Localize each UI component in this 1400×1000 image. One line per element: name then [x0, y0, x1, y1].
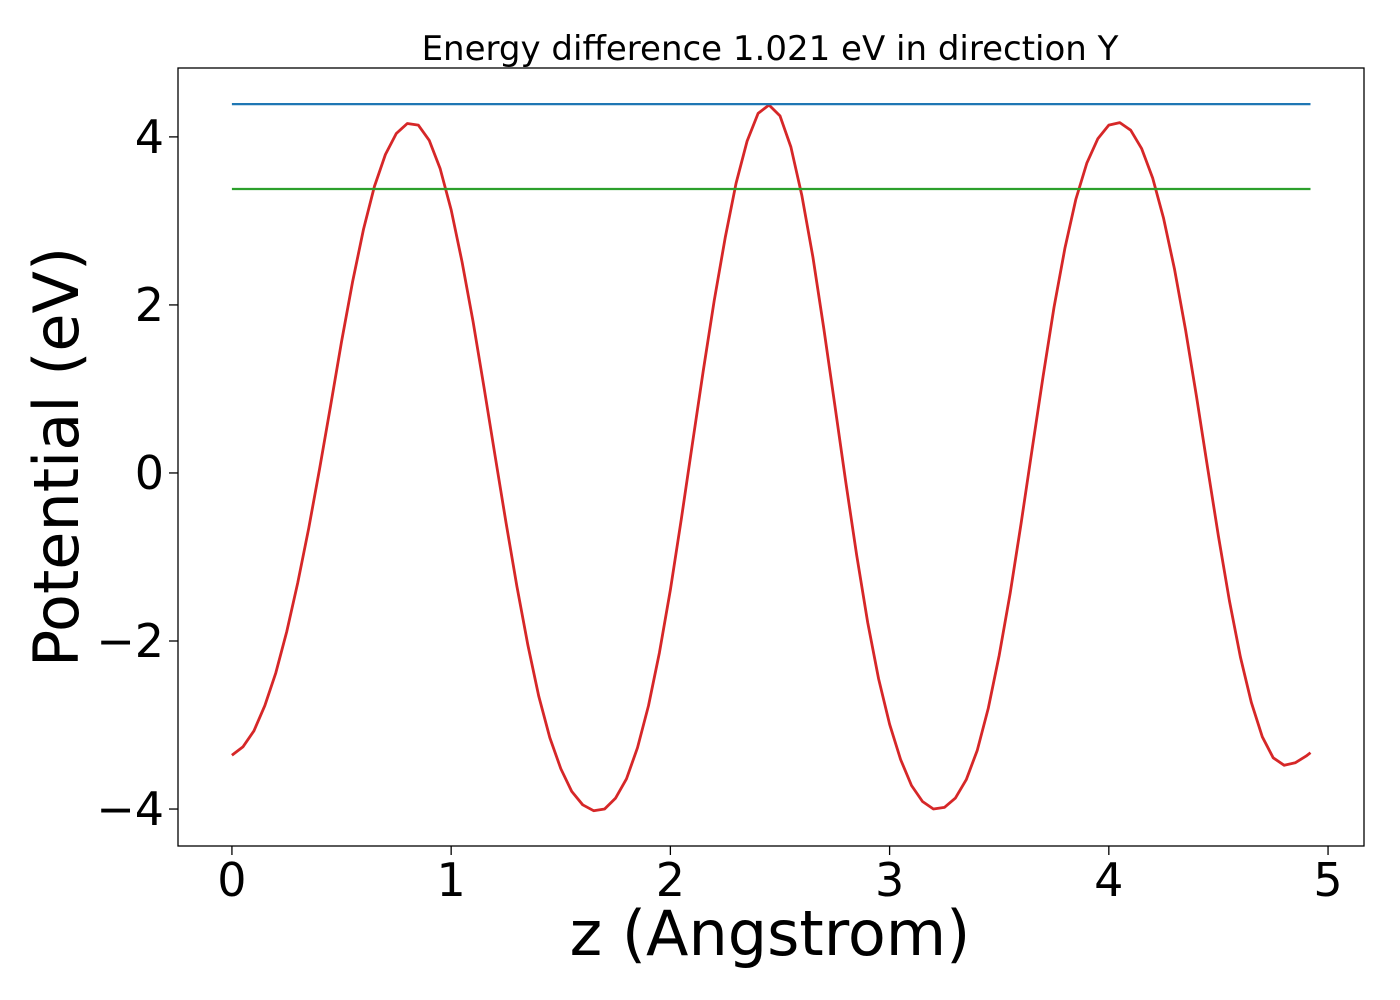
x-tick-label: 4	[1094, 853, 1123, 907]
x-tick-label: 2	[656, 853, 685, 907]
y-ticks: −4 −2 0 2 4	[96, 110, 178, 836]
x-ticks: 0 1 2 3 4 5	[217, 846, 1343, 907]
y-tick-label: 2	[135, 278, 164, 332]
x-tick-label: 3	[875, 853, 904, 907]
chart-title: Energy difference 1.021 eV in direction …	[422, 29, 1119, 69]
y-axis-label: Potential (eV)	[20, 247, 93, 667]
x-tick-label: 1	[437, 853, 466, 907]
x-tick-label: 0	[217, 853, 246, 907]
series-line-0	[231, 103, 1312, 813]
series-layer	[231, 103, 1312, 813]
y-tick-label: −4	[96, 782, 164, 836]
y-tick-label: −2	[96, 614, 164, 668]
x-axis-label: z (Angstrom)	[570, 897, 971, 970]
plot-frame	[177, 67, 1365, 847]
y-tick-label: 4	[135, 110, 164, 164]
y-tick-label: 0	[135, 446, 164, 500]
x-tick-label: 5	[1313, 853, 1342, 907]
